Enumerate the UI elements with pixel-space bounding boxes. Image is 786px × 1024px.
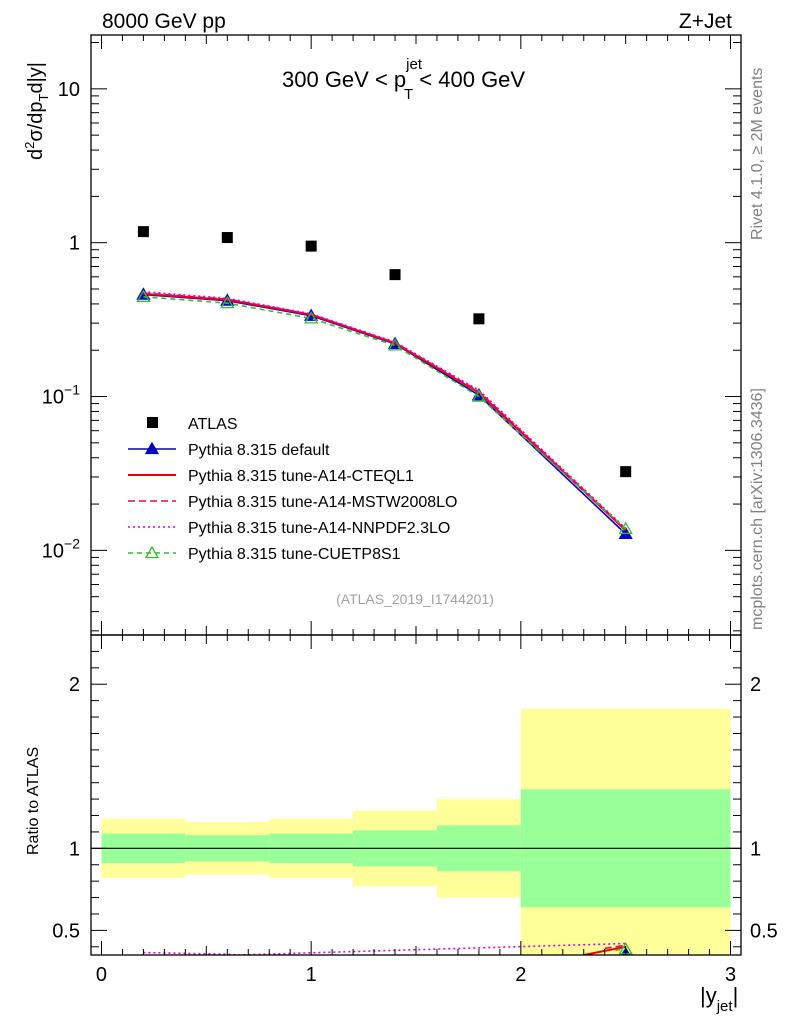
x-axis-label: |yjet| <box>700 983 738 1015</box>
ratio-tick-label-left-0: 0.5 <box>52 920 80 942</box>
atlas-point-2 <box>305 240 317 252</box>
bin-title-text: 300 GeV < pjet T < 400 GeV <box>282 56 525 103</box>
y-tick-label-2: 10−1 <box>42 382 80 409</box>
atlas-point-3 <box>389 269 401 281</box>
ratio-plot-area <box>91 708 741 955</box>
legend-label-1: Pythia 8.315 default <box>188 442 330 459</box>
mcplots-label: mcplots.cern.ch [arXiv:1306.3436] <box>749 388 766 630</box>
collision-label: 8000 GeV pp <box>102 10 226 33</box>
ratio-y-axis-label: Ratio to ATLAS <box>25 747 42 855</box>
series-line-3 <box>143 292 627 530</box>
ratio-line-4 <box>615 948 626 951</box>
series-marker-5-2 <box>304 311 319 324</box>
analysis-tag: (ATLAS_2019_I1744201) <box>336 591 494 607</box>
atlas-point-4 <box>473 313 485 325</box>
series-marker-5-0 <box>136 289 151 302</box>
ratio-tick-label-right-2: 2 <box>750 674 761 696</box>
legend-label-0: ATLAS <box>188 416 238 433</box>
series-line-5 <box>143 295 627 530</box>
ratio-tick-label-left-2: 2 <box>69 674 80 696</box>
rivet-version-label: Rivet 4.1.0, ≥ 2M events <box>749 68 766 240</box>
bin-title: 300 GeV < pjet T < 400 GeV <box>282 56 525 103</box>
ratio-panel <box>91 708 741 955</box>
ratio-tick-label-right-1: 1 <box>750 838 761 860</box>
legend-marker-1 <box>144 441 160 455</box>
atlas-point-0 <box>137 226 149 238</box>
series-line-4 <box>143 290 627 529</box>
process-label: Z+Jet <box>679 10 732 33</box>
series-marker-5-3 <box>387 338 403 351</box>
y-tick-label-0: 10 <box>58 79 80 101</box>
x-tick-label-2: 2 <box>515 964 526 986</box>
axes: 0 1 2 3 10 1 10−1 10−2 0.5 0.5 1 1 2 2 <box>42 35 778 986</box>
ratio-tick-label-left-1: 1 <box>69 838 80 860</box>
legend-label-2: Pythia 8.315 tune-A14-CTEQL1 <box>188 468 414 485</box>
atlas-point-1 <box>221 232 233 244</box>
main-panel <box>136 226 633 540</box>
x-tick-label-1: 1 <box>306 964 317 986</box>
legend-marker-5 <box>144 545 160 559</box>
y-tick-label-1: 1 <box>69 233 80 255</box>
ratio-line-2 <box>604 944 626 950</box>
x-tick-label-3: 3 <box>725 964 736 986</box>
svg-text:d2σ/dpTd|y|: d2σ/dpTd|y| <box>22 62 51 160</box>
legend-label-3: Pythia 8.315 tune-A14-MSTW2008LO <box>188 494 457 511</box>
series-marker-5-4 <box>471 389 487 402</box>
y-tick-label-3: 10−2 <box>42 535 80 562</box>
legend-label-4: Pythia 8.315 tune-A14-NNPDF2.3LO <box>188 520 450 537</box>
x-tick-label-0: 0 <box>96 964 107 986</box>
svg-text:|yjet|: |yjet| <box>700 983 738 1015</box>
legend-label-5: Pythia 8.315 tune-CUETP8S1 <box>188 546 401 563</box>
series-marker-5-1 <box>220 295 235 309</box>
legend-marker-0 <box>147 417 158 428</box>
ratio-tick-label-right-0: 0.5 <box>750 920 778 942</box>
main-y-axis-label: d2σ/dpTd|y| <box>22 62 51 160</box>
legend: ATLAS Pythia 8.315 default Pythia 8.315 tu… <box>128 416 457 563</box>
series-marker-5-5 <box>618 521 633 535</box>
atlas-point-5 <box>620 466 632 478</box>
main-frame <box>90 34 742 636</box>
